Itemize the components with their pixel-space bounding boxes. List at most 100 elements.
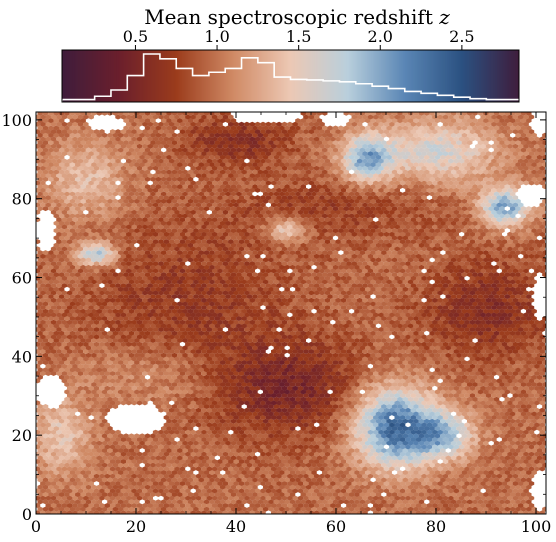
- hexbin-cell: [364, 492, 371, 497]
- hexbin-cell: [198, 506, 204, 512]
- hexbin-cell: [241, 470, 247, 475]
- hexbin-cell: [496, 495, 502, 501]
- hexbin-cell: [211, 488, 218, 494]
- hexbin-cell: [83, 473, 89, 479]
- hexbin-cell: [201, 510, 207, 514]
- hexbin-cell: [300, 477, 307, 483]
- colorbar-swatch: [380, 50, 384, 102]
- hexbin-cell: [193, 492, 199, 497]
- hexbin-cell: [477, 506, 484, 512]
- hexbin-cell: [109, 495, 116, 501]
- colorbar-swatch: [508, 50, 512, 102]
- hexbin-cell: [56, 510, 62, 514]
- hexbin-cell: [61, 495, 68, 501]
- hexbin-cell: [142, 466, 148, 472]
- hexbin-cell: [523, 502, 529, 508]
- hexbin-cell: [381, 477, 387, 483]
- hexbin-cell: [48, 477, 54, 483]
- hexbin-cell: [405, 510, 411, 514]
- hexbin-cell: [179, 495, 186, 501]
- hexbin-cell: [166, 477, 172, 483]
- hexbin-cell: [171, 506, 178, 512]
- colorbar-swatch: [244, 50, 248, 102]
- hexbin-cell: [77, 510, 84, 514]
- hexbin-cell: [222, 495, 229, 501]
- hexbin-cell: [461, 477, 468, 483]
- colorbar-swatch: [476, 50, 480, 102]
- hexbin-cell: [453, 495, 460, 501]
- hexbin-cell: [305, 492, 312, 497]
- hexbin-cell: [241, 506, 247, 512]
- colorbar-swatch: [488, 50, 492, 102]
- hexbin-cell: [99, 466, 105, 472]
- hexbin-cell: [501, 488, 508, 494]
- hexbin-cell: [268, 492, 274, 497]
- hexbin-cell: [134, 477, 140, 483]
- hexbin-cell: [518, 495, 524, 501]
- hexbin-cell: [466, 477, 473, 483]
- hexbin-cell: [437, 481, 443, 486]
- hexbin-cell: [526, 499, 532, 505]
- hexbin-cell: [330, 488, 336, 494]
- hexbin-cell: [169, 495, 175, 501]
- colorbar-swatch: [482, 50, 486, 102]
- hexbin-cell: [174, 473, 180, 479]
- hexbin-cell: [437, 495, 443, 501]
- hexbin-cell: [40, 510, 46, 514]
- hexbin-cell: [501, 495, 508, 501]
- hexbin-cell: [297, 488, 304, 494]
- hexbin-cell: [526, 484, 532, 490]
- hexbin-cell: [238, 481, 245, 486]
- colorbar-swatch: [66, 50, 69, 102]
- colorbar-tick-label: 1.5: [286, 27, 311, 46]
- hexbin-cell: [499, 492, 505, 497]
- hexbin-cell: [437, 510, 443, 514]
- hexbin-cell: [450, 477, 457, 483]
- hexbin-cell: [437, 488, 443, 494]
- hexbin-cell: [410, 473, 417, 479]
- hexbin-cell: [107, 470, 113, 475]
- hexbin-cell: [370, 484, 376, 490]
- hexbin-cell: [265, 488, 272, 494]
- hexbin-cell: [254, 510, 261, 514]
- hexbin-cell: [147, 473, 153, 479]
- colorbar-swatch: [368, 50, 372, 102]
- colorbar-swatch: [162, 50, 165, 102]
- hexbin-cell: [241, 477, 247, 483]
- hexbin-cell: [362, 495, 368, 501]
- hexbin-cell: [83, 466, 89, 472]
- hexbin-cell: [134, 506, 140, 512]
- hexbin-cell: [534, 510, 540, 514]
- colorbar-swatch: [160, 50, 163, 102]
- hexbin-cell: [488, 506, 494, 512]
- hexbin-cell: [327, 470, 333, 475]
- colorbar-swatch: [402, 50, 406, 102]
- hexbin-cell: [386, 492, 392, 497]
- hexbin-cell: [391, 506, 398, 512]
- hexbin-cell: [303, 473, 309, 479]
- colorbar-swatch: [82, 50, 85, 102]
- colorbar-swatch: [190, 50, 193, 102]
- hexbin-cell: [316, 477, 323, 483]
- hexbin-cell: [155, 470, 162, 475]
- hexbin-cell: [179, 502, 186, 508]
- colorbar-swatch: [236, 50, 239, 102]
- hexbin-cell: [190, 510, 196, 514]
- hexbin-cell: [287, 510, 293, 514]
- hexbin-cell: [80, 484, 86, 490]
- hexbin-cell: [434, 470, 441, 475]
- hexbin-cell: [139, 484, 145, 490]
- hexbin-cell: [316, 506, 323, 512]
- hexbin-cell: [265, 481, 272, 486]
- hexbin-cell: [246, 484, 253, 490]
- hexbin-cell: [206, 502, 213, 508]
- hexbin-cell: [364, 506, 371, 512]
- hexbin-cell: [190, 495, 196, 501]
- hexbin-cell: [520, 484, 527, 490]
- hexbin-cell: [413, 470, 419, 475]
- hexbin-cell: [362, 488, 368, 494]
- hexbin-cell: [171, 477, 178, 483]
- colorbar-swatch: [350, 50, 354, 102]
- hexbin-cell: [456, 477, 462, 483]
- hexbin-cell: [262, 492, 269, 497]
